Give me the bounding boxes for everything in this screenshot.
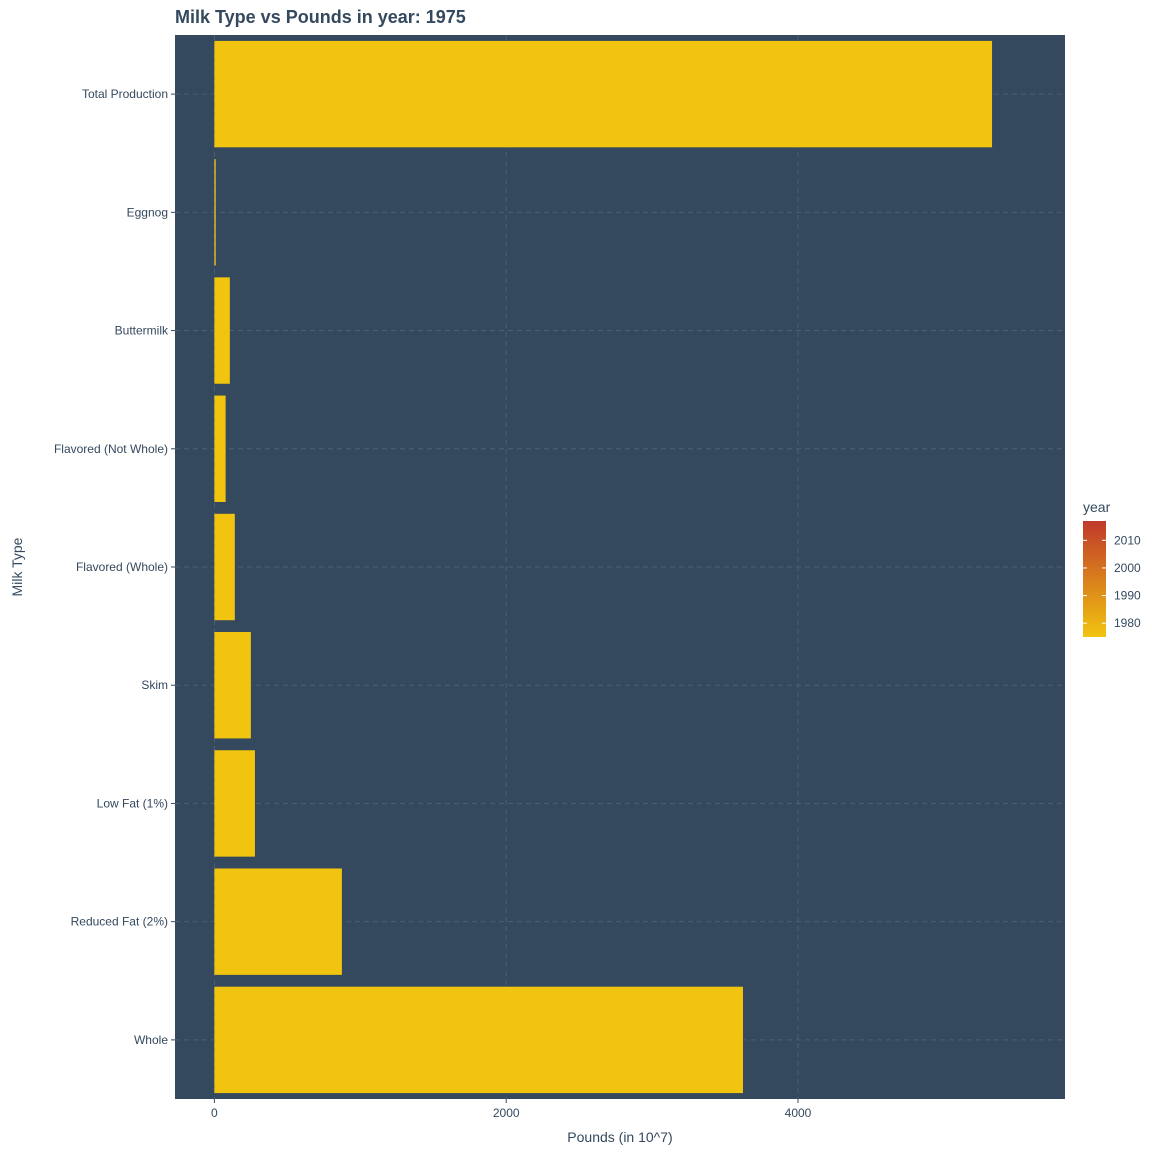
y-tick-label: Low Fat (1%) bbox=[97, 796, 168, 810]
bar bbox=[214, 868, 342, 975]
y-axis-title: Milk Type bbox=[9, 537, 25, 596]
x-tick-label: 4000 bbox=[785, 1106, 812, 1120]
bar-layer bbox=[214, 40, 993, 1094]
legend-label: 2010 bbox=[1114, 533, 1141, 547]
bar bbox=[214, 632, 251, 739]
x-axis-title: Pounds (in 10^7) bbox=[567, 1129, 672, 1145]
y-tick-label: Buttermilk bbox=[115, 324, 169, 338]
legend-label: 1980 bbox=[1114, 616, 1141, 630]
y-tick-label: Total Production bbox=[82, 87, 168, 101]
x-axis: 0 2000 4000 bbox=[211, 1099, 812, 1120]
y-tick-label: Eggnog bbox=[127, 205, 168, 219]
y-tick-label: Reduced Fat (2%) bbox=[71, 915, 168, 929]
chart-title: Milk Type vs Pounds in year: 1975 bbox=[175, 7, 466, 27]
bar bbox=[214, 277, 230, 384]
legend-label: 2000 bbox=[1114, 561, 1141, 575]
y-tick-label: Whole bbox=[134, 1033, 168, 1047]
y-tick-label: Flavored (Whole) bbox=[76, 560, 168, 574]
y-tick-label: Skim bbox=[141, 678, 168, 692]
legend-ticks: 2010 2000 1990 1980 bbox=[1083, 533, 1141, 630]
bar bbox=[214, 40, 993, 148]
legend: year 2010 2000 1990 1980 bbox=[1083, 499, 1141, 637]
legend-label: 1990 bbox=[1114, 589, 1141, 603]
y-axis: Total Production Eggnog Buttermilk Flavored… bbox=[54, 87, 175, 1047]
bar bbox=[214, 395, 226, 502]
bar bbox=[214, 513, 235, 621]
bar bbox=[214, 750, 255, 857]
legend-colorbar bbox=[1083, 521, 1106, 637]
x-tick-label: 2000 bbox=[493, 1106, 520, 1120]
bar bbox=[214, 986, 743, 1094]
x-tick-label: 0 bbox=[211, 1106, 218, 1120]
y-tick-label: Flavored (Not Whole) bbox=[54, 442, 168, 456]
bar bbox=[214, 159, 216, 266]
legend-title: year bbox=[1083, 499, 1111, 515]
